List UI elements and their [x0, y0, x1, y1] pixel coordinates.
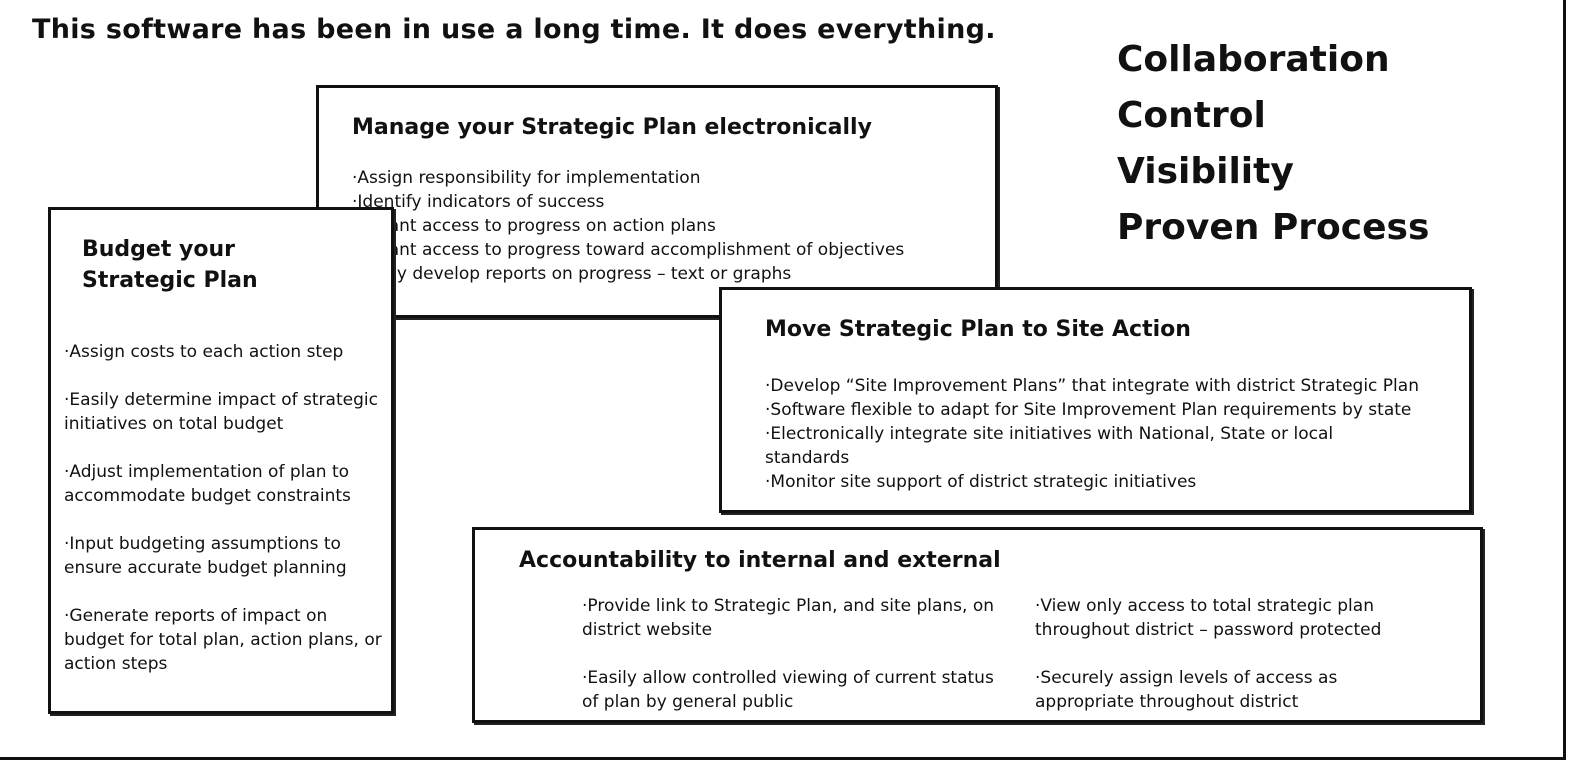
- accountability-title: Accountability to internal and external: [519, 548, 1001, 573]
- list-item: ·Develop “Site Improvement Plans” that i…: [765, 376, 1419, 396]
- manage-plan-title: Manage your Strategic Plan electronicall…: [352, 115, 872, 140]
- list-item: ·Assign responsibility for implementatio…: [352, 168, 701, 188]
- site-action-list: ·Develop “Site Improvement Plans” that i…: [765, 374, 1465, 494]
- site-action-title: Move Strategic Plan to Site Action: [765, 317, 1191, 342]
- list-item: ·Identify indicators of success: [352, 192, 605, 212]
- budget-plan-list: ·Assign costs to each action step ·Easil…: [64, 340, 386, 700]
- list-item: ·Adjust implementation of plan to accomm…: [64, 462, 351, 506]
- site-action-card: Move Strategic Plan to Site Action ·Deve…: [719, 287, 1472, 513]
- budget-title-line-2: Strategic Plan: [82, 268, 258, 293]
- list-item: ·Generate reports of impact on budget fo…: [64, 606, 382, 674]
- manage-plan-card: Manage your Strategic Plan electronicall…: [316, 85, 998, 318]
- list-item: ·Software flexible to adapt for Site Imp…: [765, 400, 1412, 420]
- keyword-visibility: Visibility: [1117, 151, 1294, 192]
- budget-plan-title: Budget your Strategic Plan: [82, 234, 258, 296]
- keyword-collaboration: Collaboration: [1117, 39, 1390, 80]
- keyword-proven-process: Proven Process: [1117, 207, 1430, 248]
- list-item: ·Provide link to Strategic Plan, and sit…: [582, 596, 995, 640]
- manage-plan-list: ·Assign responsibility for implementatio…: [352, 166, 904, 286]
- accountability-card: Accountability to internal and external …: [472, 527, 1483, 723]
- accountability-right-list: ·View only access to total strategic pla…: [1035, 594, 1425, 738]
- list-item: ·Easily determine impact of strategic in…: [64, 390, 378, 434]
- list-item: ·Easily develop reports on progress – te…: [352, 264, 792, 284]
- list-item: ·Instant access to progress on action pl…: [352, 216, 716, 236]
- list-item: ·Electronically integrate site initiativ…: [765, 424, 1334, 468]
- budget-plan-card: Budget your Strategic Plan ·Assign costs…: [48, 207, 394, 714]
- list-item: ·Securely assign levels of access as app…: [1035, 668, 1338, 712]
- keywords-list: Collaboration Control Visibility Proven …: [1117, 32, 1429, 256]
- list-item: ·Monitor site support of district strate…: [765, 472, 1197, 492]
- list-item: ·Instant access to progress toward accom…: [352, 240, 905, 260]
- list-item: ·Input budgeting assumptions to ensure a…: [64, 534, 347, 578]
- accountability-left-list: ·Provide link to Strategic Plan, and sit…: [582, 594, 1002, 738]
- keyword-control: Control: [1117, 95, 1266, 136]
- list-item: ·View only access to total strategic pla…: [1035, 596, 1382, 640]
- list-item: ·Assign costs to each action step: [64, 342, 344, 362]
- headline: This software has been in use a long tim…: [32, 14, 996, 45]
- list-item: ·Easily allow controlled viewing of curr…: [582, 668, 994, 712]
- budget-title-line-1: Budget your: [82, 237, 235, 262]
